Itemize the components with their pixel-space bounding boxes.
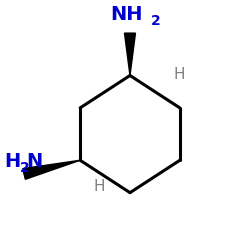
Text: H: H — [4, 152, 20, 172]
Text: N: N — [26, 152, 43, 172]
Text: 2: 2 — [151, 14, 161, 28]
Text: NH: NH — [110, 6, 142, 25]
Text: 2: 2 — [20, 161, 30, 175]
Polygon shape — [23, 160, 80, 179]
Text: H: H — [94, 179, 105, 194]
Polygon shape — [124, 33, 136, 76]
Text: H: H — [174, 67, 185, 82]
